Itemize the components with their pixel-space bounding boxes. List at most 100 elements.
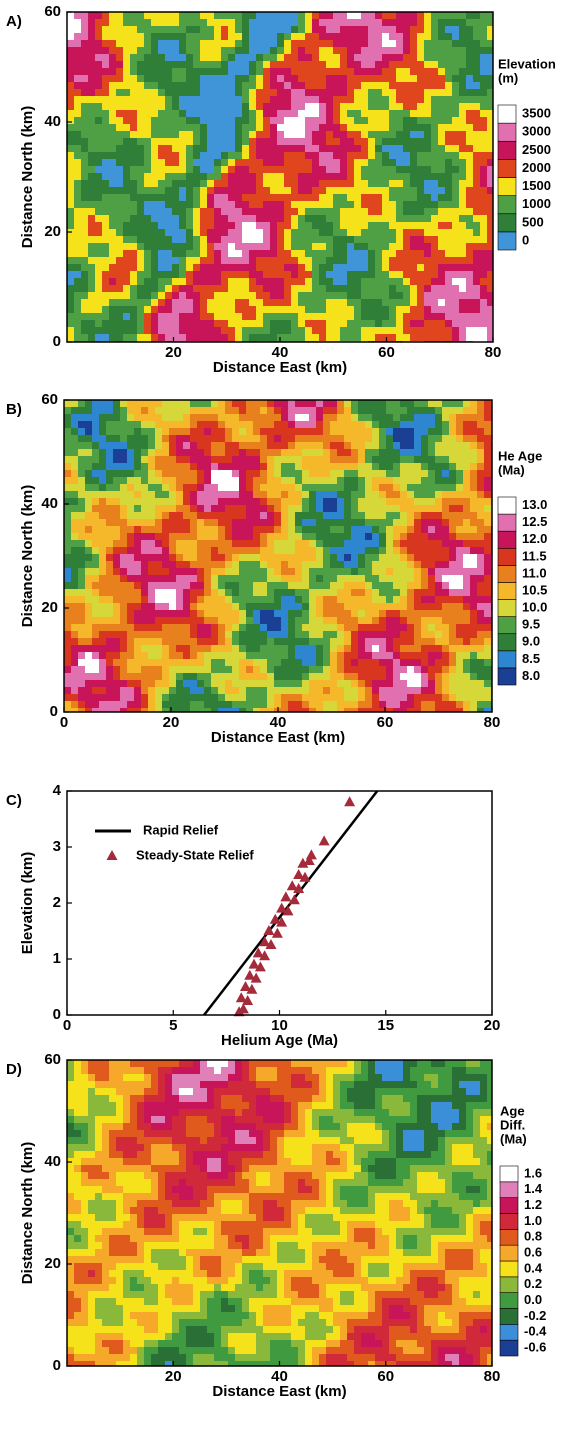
contour-cell: [176, 442, 183, 449]
contour-cell: [186, 61, 193, 68]
contour-cell: [484, 610, 491, 617]
contour-cell: [403, 187, 410, 194]
contour-cell: [99, 547, 106, 554]
contour-cell: [449, 477, 456, 484]
contour-cell: [225, 596, 232, 603]
contour-cell: [330, 624, 337, 631]
contour-cell: [207, 250, 214, 257]
contour-cell: [410, 320, 417, 327]
contour-cell: [347, 96, 354, 103]
contour-cell: [442, 512, 449, 519]
contour-cell: [158, 271, 165, 278]
contour-cell: [218, 421, 225, 428]
contour-cell: [403, 159, 410, 166]
contour-cell: [130, 47, 137, 54]
contour-cell: [113, 442, 120, 449]
contour-cell: [74, 229, 81, 236]
contour-cell: [477, 582, 484, 589]
contour-cell: [375, 257, 382, 264]
contour-cell: [85, 428, 92, 435]
contour-cell: [305, 215, 312, 222]
contour-cell: [256, 327, 263, 334]
contour-cell: [235, 271, 242, 278]
contour-cell: [253, 519, 260, 526]
contour-cell: [291, 33, 298, 40]
contour-cell: [319, 215, 326, 222]
contour-cell: [291, 229, 298, 236]
contour-cell: [459, 334, 466, 341]
contour-cell: [480, 320, 487, 327]
contour-cell: [134, 624, 141, 631]
contour-cell: [137, 271, 144, 278]
contour-cell: [424, 40, 431, 47]
contour-cell: [204, 400, 211, 407]
contour-cell: [179, 103, 186, 110]
contour-cell: [74, 222, 81, 229]
contour-cell: [197, 554, 204, 561]
contour-cell: [137, 26, 144, 33]
contour-cell: [81, 33, 88, 40]
contour-cell: [316, 512, 323, 519]
contour-cell: [158, 236, 165, 243]
contour-cell: [442, 617, 449, 624]
contour-cell: [263, 306, 270, 313]
contour-cell: [270, 40, 277, 47]
contour-cell: [260, 477, 267, 484]
contour-cell: [323, 484, 330, 491]
contour-cell: [253, 414, 260, 421]
contour-cell: [480, 250, 487, 257]
contour-cell: [85, 533, 92, 540]
contour-cell: [218, 540, 225, 547]
contour-cell: [382, 166, 389, 173]
contour-cell: [417, 68, 424, 75]
contour-cell: [186, 40, 193, 47]
contour-cell: [487, 222, 493, 229]
contour-cell: [319, 334, 326, 341]
contour-cell: [459, 166, 466, 173]
contour-cell: [88, 117, 95, 124]
contour-cell: [99, 582, 106, 589]
contour-cell: [375, 82, 382, 89]
contour-cell: [340, 243, 347, 250]
contour-cell: [431, 19, 438, 26]
contour-cell: [165, 271, 172, 278]
contour-cell: [452, 26, 459, 33]
contour-cell: [410, 68, 417, 75]
contour-cell: [445, 278, 452, 285]
contour-cell: [186, 110, 193, 117]
contour-cell: [155, 596, 162, 603]
contour-cell: [375, 103, 382, 110]
contour-cell: [291, 334, 298, 341]
contour-cell: [109, 187, 116, 194]
contour-cell: [445, 110, 452, 117]
contour-cell: [169, 617, 176, 624]
contour-cell: [323, 617, 330, 624]
contour-cell: [389, 82, 396, 89]
contour-cell: [113, 484, 120, 491]
contour-cell: [428, 449, 435, 456]
contour-cell: [151, 117, 158, 124]
contour-cell: [228, 61, 235, 68]
contour-cell: [183, 568, 190, 575]
contour-cell: [438, 278, 445, 285]
contour-cell: [172, 152, 179, 159]
contour-cell: [337, 442, 344, 449]
contour-cell: [424, 250, 431, 257]
contour-cell: [400, 491, 407, 498]
contour-cell: [169, 568, 176, 575]
contour-cell: [270, 159, 277, 166]
contour-cell: [372, 547, 379, 554]
contour-cell: [270, 243, 277, 250]
contour-cell: [323, 470, 330, 477]
contour-cell: [484, 484, 491, 491]
contour-cell: [354, 33, 361, 40]
contour-cell: [141, 421, 148, 428]
contour-cell: [123, 222, 130, 229]
contour-cell: [463, 568, 470, 575]
contour-cell: [452, 299, 459, 306]
contour-cell: [298, 306, 305, 313]
contour-cell: [466, 229, 473, 236]
contour-cell: [179, 201, 186, 208]
contour-cell: [449, 484, 456, 491]
contour-cell: [410, 131, 417, 138]
